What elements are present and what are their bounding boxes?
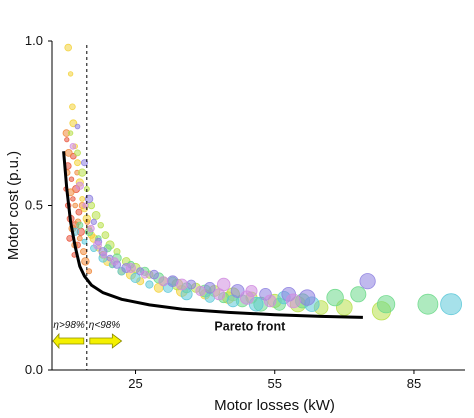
- scatter-point: [93, 240, 102, 250]
- efficiency-above-label: η>98%: [53, 320, 85, 331]
- scatter-point: [350, 286, 367, 303]
- scatter-point: [64, 43, 72, 52]
- scatter-point: [74, 159, 81, 167]
- scatter-point: [81, 238, 88, 245]
- scatter-point: [64, 148, 73, 157]
- scatter-point: [245, 284, 258, 297]
- scatter-point: [87, 201, 96, 210]
- scatter-point: [87, 224, 95, 233]
- tick-labels: 25 55 85 0.0 0.5 1.0: [25, 33, 421, 391]
- efficiency-below-label: η<98%: [89, 320, 121, 331]
- scatter-point: [440, 293, 463, 316]
- scatter-point: [70, 196, 76, 202]
- scatter-point: [149, 269, 159, 280]
- scatter-point: [326, 288, 344, 307]
- scatter-point: [67, 130, 74, 136]
- scatter-point: [204, 281, 216, 294]
- scatter-point: [175, 278, 188, 291]
- x-tick-label: 25: [128, 376, 142, 391]
- scatter-point: [91, 210, 101, 220]
- scatter-point: [101, 231, 110, 240]
- left-arrow: [52, 332, 85, 350]
- scatter-point: [79, 195, 86, 202]
- scatter-point: [69, 143, 77, 150]
- x-tick-label: 55: [268, 376, 282, 391]
- scatter-point: [82, 202, 89, 209]
- scatter-point: [195, 285, 206, 297]
- y-axis-label: Motor cost (p.u.): [5, 151, 22, 260]
- axes: [48, 40, 465, 374]
- scatter-point: [97, 221, 104, 229]
- scatter-point: [158, 276, 169, 287]
- scatter-point: [263, 294, 277, 308]
- scatter-point: [110, 257, 119, 266]
- scatter-points: [62, 43, 463, 321]
- scatter-point: [299, 289, 316, 306]
- scatter-point: [125, 262, 136, 273]
- scatter-point: [74, 123, 81, 130]
- efficiency-arrows: [52, 332, 123, 350]
- y-tick-label: 0.0: [25, 362, 43, 377]
- scatter-point: [376, 295, 396, 314]
- scatter-point: [68, 176, 75, 182]
- scatter-point: [145, 280, 154, 289]
- scatter-point: [72, 202, 78, 209]
- scatter-point: [180, 288, 193, 301]
- scatter-point: [66, 235, 73, 242]
- scatter-point: [100, 251, 108, 259]
- scatter-point: [74, 149, 81, 157]
- scatter-point: [140, 270, 149, 279]
- scatter-point: [186, 279, 197, 290]
- scatter-point: [417, 293, 439, 315]
- scatter-point: [130, 272, 141, 283]
- scatter-point: [81, 257, 90, 266]
- scatter-point: [75, 208, 83, 216]
- scatter-point: [359, 273, 376, 290]
- scatter-point: [90, 218, 97, 225]
- scatter-point: [67, 71, 74, 77]
- scatter-point: [285, 293, 301, 309]
- y-tick-label: 0.5: [25, 198, 43, 213]
- scatter-point: [216, 277, 231, 292]
- scatter-point: [76, 221, 84, 229]
- scatter-point: [76, 235, 83, 242]
- scatter-point: [69, 119, 78, 128]
- x-tick-label: 85: [407, 376, 421, 391]
- right-arrow: [89, 333, 123, 349]
- scatter-point: [86, 268, 93, 275]
- pareto-front-label: Pareto front: [214, 320, 286, 334]
- scatter-point: [69, 103, 76, 111]
- y-tick-label: 1.0: [25, 33, 43, 48]
- scatter-point: [80, 248, 88, 256]
- x-axis-label: Motor losses (kW): [214, 397, 335, 414]
- scatter-point: [64, 137, 70, 143]
- scatter-point: [81, 159, 89, 167]
- scatter-point: [75, 181, 84, 190]
- pareto-front-line: [62, 151, 363, 319]
- scatter-point: [78, 168, 87, 177]
